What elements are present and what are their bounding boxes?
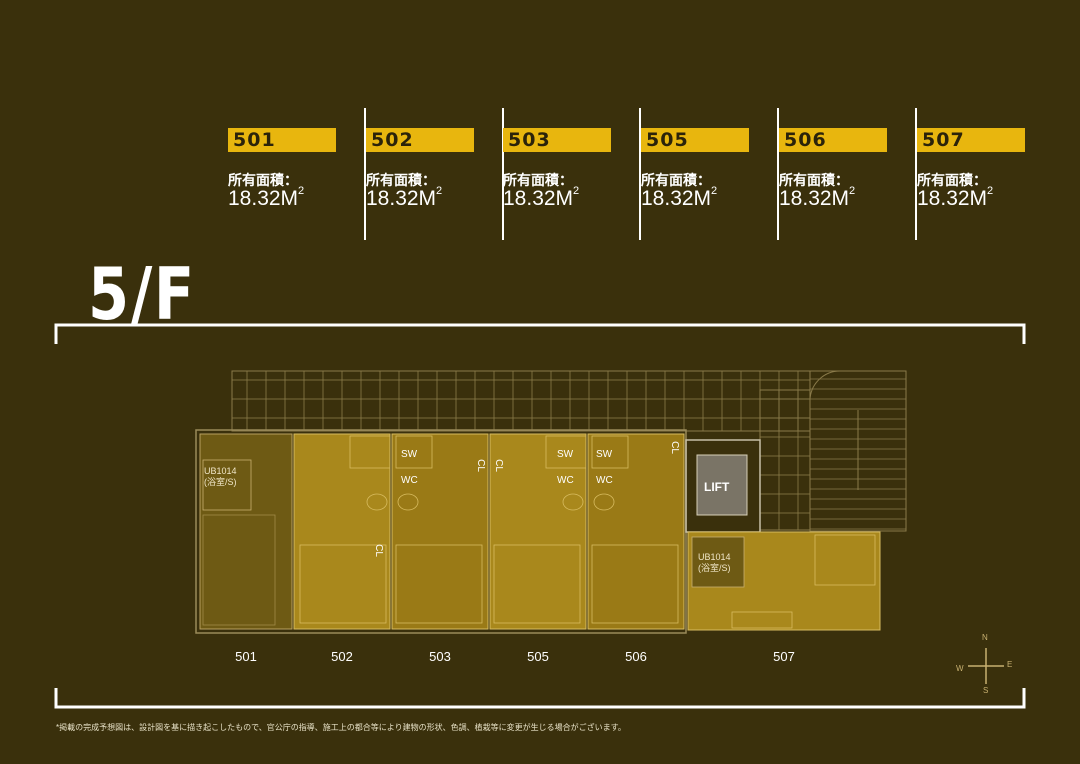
area-label: 所有面積： <box>503 172 573 188</box>
area-label: 所有面積： <box>366 172 436 188</box>
room-label-506: 506 <box>625 649 647 664</box>
footnote: *掲載の完成予想図は、設計図を基に描き起こしたもので、官公庁の指導、施工上の都合… <box>56 723 626 732</box>
unit-number: 501 <box>228 128 336 152</box>
balcony-right <box>759 389 811 531</box>
compass-n: N <box>982 633 988 642</box>
unit-card-506: 506 所有面積： 18.32M2 <box>779 108 917 240</box>
room-502 <box>293 433 391 630</box>
cl-label: CL <box>668 441 680 454</box>
room-label-505: 505 <box>527 649 549 664</box>
unit-card-501: 501 所有面積： 18.32M2 <box>228 108 366 240</box>
room-label-503: 503 <box>429 649 451 664</box>
cl-label: CL <box>474 459 486 472</box>
frame-bottom <box>54 688 1026 709</box>
area-label: 所有面積： <box>917 172 987 188</box>
sw-label: SW <box>401 449 418 460</box>
area-label: 所有面積： <box>779 172 849 188</box>
ub-label-507: UB1014 (浴室/S) <box>698 552 731 573</box>
unit-number: 502 <box>366 128 474 152</box>
room-label-501: 501 <box>235 649 257 664</box>
ub-label-501: UB1014 (浴室/S) <box>204 466 237 487</box>
unit-number: 507 <box>917 128 1025 152</box>
lift-car <box>696 454 748 516</box>
room-501 <box>199 433 293 630</box>
unit-number: 503 <box>503 128 611 152</box>
cl-label: CL <box>492 459 504 472</box>
unit-card-507: 507 所有面積： 18.32M2 <box>917 108 1055 240</box>
room-label-507: 507 <box>773 649 795 664</box>
cl-label: CL <box>372 544 384 557</box>
area-label: 所有面積： <box>228 172 298 188</box>
room-label-502: 502 <box>331 649 353 664</box>
unit-card-505: 505 所有面積： 18.32M2 <box>641 108 779 240</box>
area-value: 18.32M2 <box>503 185 580 210</box>
room-505 <box>489 433 587 630</box>
sw-label: SW <box>596 449 613 460</box>
frame-top <box>54 323 1026 344</box>
unit-card-502: 502 所有面積： 18.32M2 <box>366 108 504 240</box>
area-value: 18.32M2 <box>366 185 443 210</box>
compass-w: W <box>956 664 964 673</box>
wc-label: WC <box>401 475 418 486</box>
sw-label: SW <box>557 449 574 460</box>
wc-label: WC <box>557 475 574 486</box>
area-value: 18.32M2 <box>779 185 856 210</box>
card-divider <box>502 108 504 240</box>
room-506 <box>587 433 685 630</box>
lift-label: LIFT <box>704 480 730 494</box>
floor-title: 5/F <box>88 252 196 336</box>
balcony <box>231 370 811 432</box>
compass-e: E <box>1007 660 1013 669</box>
room-503 <box>391 433 489 630</box>
card-divider <box>777 108 779 240</box>
area-value: 18.32M2 <box>917 185 994 210</box>
wc-label: WC <box>596 475 613 486</box>
area-value: 18.32M2 <box>228 185 305 210</box>
area-label: 所有面積： <box>641 172 711 188</box>
unit-card-503: 503 所有面積： 18.32M2 <box>503 108 641 240</box>
compass-s: S <box>983 686 989 695</box>
card-divider <box>915 108 917 240</box>
card-divider <box>639 108 641 240</box>
compass-icon <box>968 648 1004 684</box>
unit-number: 506 <box>779 128 887 152</box>
unit-number: 505 <box>641 128 749 152</box>
card-divider <box>364 108 366 240</box>
area-value: 18.32M2 <box>641 185 718 210</box>
